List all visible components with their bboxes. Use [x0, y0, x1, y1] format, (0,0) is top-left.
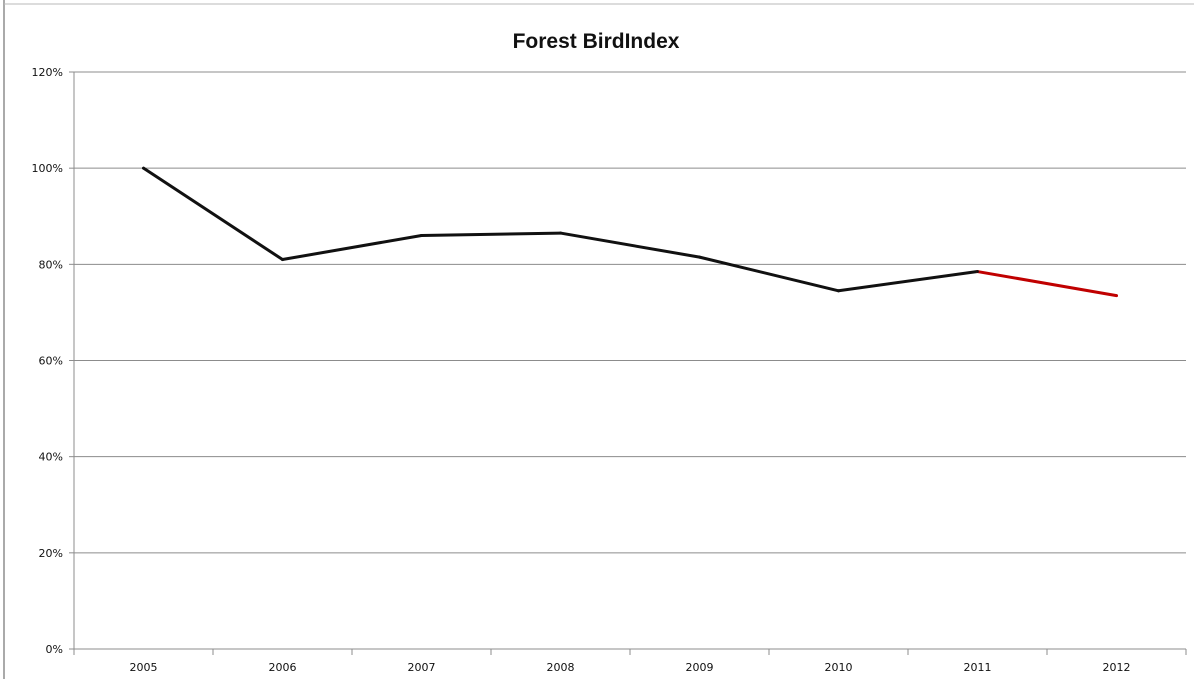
y-tick-label: 40%: [39, 451, 63, 464]
data-point: [976, 270, 979, 273]
data-point: [698, 255, 701, 259]
x-tick-label: 2006: [269, 661, 297, 674]
data-point: [559, 231, 562, 235]
x-tick-labels: 2005 2006 2007 2008 2009 2010 2011 2012: [130, 661, 1131, 674]
series-lines: [142, 166, 1118, 298]
y-tick-label: 120%: [32, 66, 63, 79]
series-segment: [281, 233, 423, 262]
y-tick-label: 60%: [39, 355, 63, 368]
data-point: [420, 234, 423, 237]
x-tick-label: 2010: [825, 661, 853, 674]
chart-title: Forest BirdIndex: [513, 30, 680, 53]
series-segment: [837, 270, 979, 293]
y-tick-label: 100%: [32, 162, 63, 175]
data-point: [837, 289, 840, 293]
series-segment: [142, 166, 284, 262]
y-tick-label: 20%: [39, 547, 63, 560]
axes: [69, 71, 1187, 655]
series-segment: [420, 231, 562, 237]
series-segment: [976, 270, 1118, 298]
gridlines: [74, 71, 1186, 554]
x-tick-label: 2012: [1103, 661, 1131, 674]
x-tick-label: 2005: [130, 661, 158, 674]
x-tick-label: 2011: [964, 661, 992, 674]
data-point: [281, 258, 284, 261]
x-tick-label: 2009: [686, 661, 714, 674]
data-point: [142, 166, 145, 170]
data-point: [1115, 294, 1118, 297]
y-tick-labels: 0% 20% 40% 60% 80% 100% 120%: [32, 66, 63, 656]
y-tick-label: 0%: [46, 643, 63, 656]
series-segment: [698, 255, 840, 293]
x-tick-label: 2008: [547, 661, 575, 674]
x-tick-label: 2007: [408, 661, 436, 674]
y-tick-label: 80%: [39, 258, 63, 271]
series-line: [142, 166, 1118, 298]
series-segment: [559, 231, 701, 259]
